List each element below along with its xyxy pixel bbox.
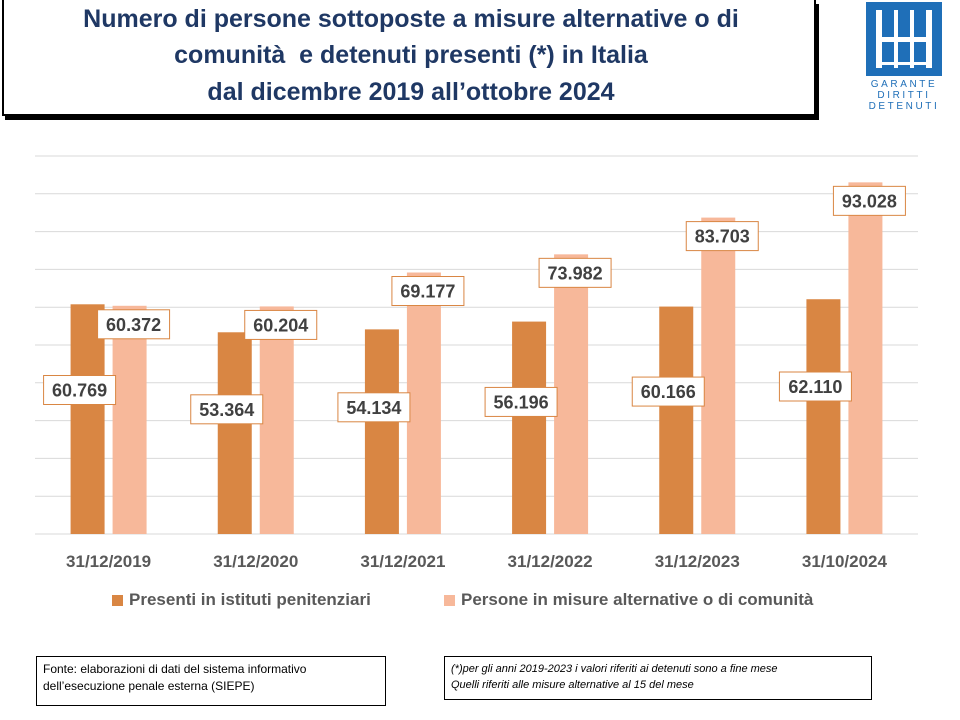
garante-logo-icon	[876, 10, 932, 68]
bar-presenti	[70, 304, 105, 534]
data-label-box-presenti	[190, 394, 264, 425]
legend-label-misure: Persone in misure alternative o di comun…	[461, 590, 814, 609]
bar-presenti	[806, 299, 841, 534]
data-label-box-misure	[685, 221, 759, 252]
source-note: Fonte: elaborazioni di dati del sistema …	[36, 656, 386, 706]
chart-legend: Presenti in istituti penitenziari Person…	[0, 590, 960, 612]
bar-presenti	[217, 332, 252, 534]
data-label-box-presenti	[337, 392, 411, 423]
data-label-box-presenti	[43, 375, 117, 406]
bar-misure	[112, 305, 147, 534]
bar-presenti	[364, 329, 399, 534]
data-label-presenti: 60.769	[52, 381, 107, 401]
bar-misure	[259, 306, 294, 534]
logo-text-line-2: DIRITTI	[877, 90, 931, 101]
data-label-presenti: 53.364	[199, 400, 254, 420]
data-label-box-presenti	[778, 371, 852, 402]
title-box: Numero di persone sottoposte a misure al…	[2, 0, 816, 116]
garante-logo-mark	[866, 2, 942, 76]
data-label-misure: 60.204	[253, 315, 308, 335]
chart-title-line-3: dal dicembre 2019 all’ottobre 2024	[207, 78, 615, 106]
data-label-presenti: 60.166	[641, 382, 696, 402]
source-note-line-2: dell’esecuzione penale esterna (SIEPE)	[43, 679, 255, 693]
bar-presenti	[512, 321, 547, 534]
data-label-misure: 83.703	[695, 227, 750, 247]
logo-text-line-3: DETENUTI	[868, 101, 940, 112]
bar-presenti	[659, 306, 694, 534]
footnote-line-2: Quelli riferiti alle misure alternative …	[451, 679, 694, 691]
logo-text-line-1: GARANTE	[870, 79, 938, 90]
x-tick-label: 31/12/2023	[655, 552, 740, 571]
x-tick-label: 31/12/2020	[213, 552, 298, 571]
data-label-misure: 73.982	[548, 263, 603, 283]
chart-title-line-1: Numero di persone sottoposte a misure al…	[83, 5, 739, 33]
bar-misure	[554, 254, 589, 535]
footnote: (*)per gli anni 2019-2023 i valori rifer…	[444, 656, 872, 700]
x-tick-label: 31/12/2021	[360, 552, 445, 571]
garante-logo: GARANTE DIRITTI DETENUTI	[866, 2, 942, 112]
data-label-presenti: 62.110	[788, 377, 842, 397]
source-note-line-1: Fonte: elaborazioni di dati del sistema …	[43, 662, 307, 676]
bar-chart: 31/12/2019 31/12/2020 31/12/2021 31/12/2022…	[35, 155, 918, 571]
legend-swatch-misure	[444, 595, 455, 606]
data-label-box-misure	[538, 257, 612, 288]
legend-swatch-presenti	[112, 595, 123, 606]
data-label-box-misure	[97, 309, 171, 340]
data-label-presenti: 56.196	[494, 392, 549, 412]
bar-misure	[406, 272, 441, 534]
chart-title-line-2: comunità e detenuti presenti (*) in Ital…	[174, 41, 648, 69]
data-label-box-misure	[391, 276, 465, 307]
data-label-box-misure	[832, 185, 906, 216]
data-label-box-misure	[244, 309, 318, 340]
data-label-box-presenti	[631, 376, 705, 407]
footnote-line-1: (*)per gli anni 2019-2023 i valori rifer…	[451, 663, 778, 675]
data-label-presenti: 54.134	[346, 398, 401, 418]
x-tick-label: 31/12/2019	[66, 552, 151, 571]
bar-misure	[701, 217, 736, 534]
data-label-misure: 93.028	[842, 191, 897, 211]
x-tick-label: 31/12/2022	[508, 552, 593, 571]
x-tick-label: 31/10/2024	[802, 552, 888, 571]
legend-label-presenti: Presenti in istituti penitenziari	[129, 590, 371, 609]
data-label-box-presenti	[484, 386, 558, 417]
data-label-misure: 69.177	[400, 282, 455, 302]
bar-misure	[848, 182, 883, 534]
data-label-misure: 60.372	[106, 315, 161, 335]
